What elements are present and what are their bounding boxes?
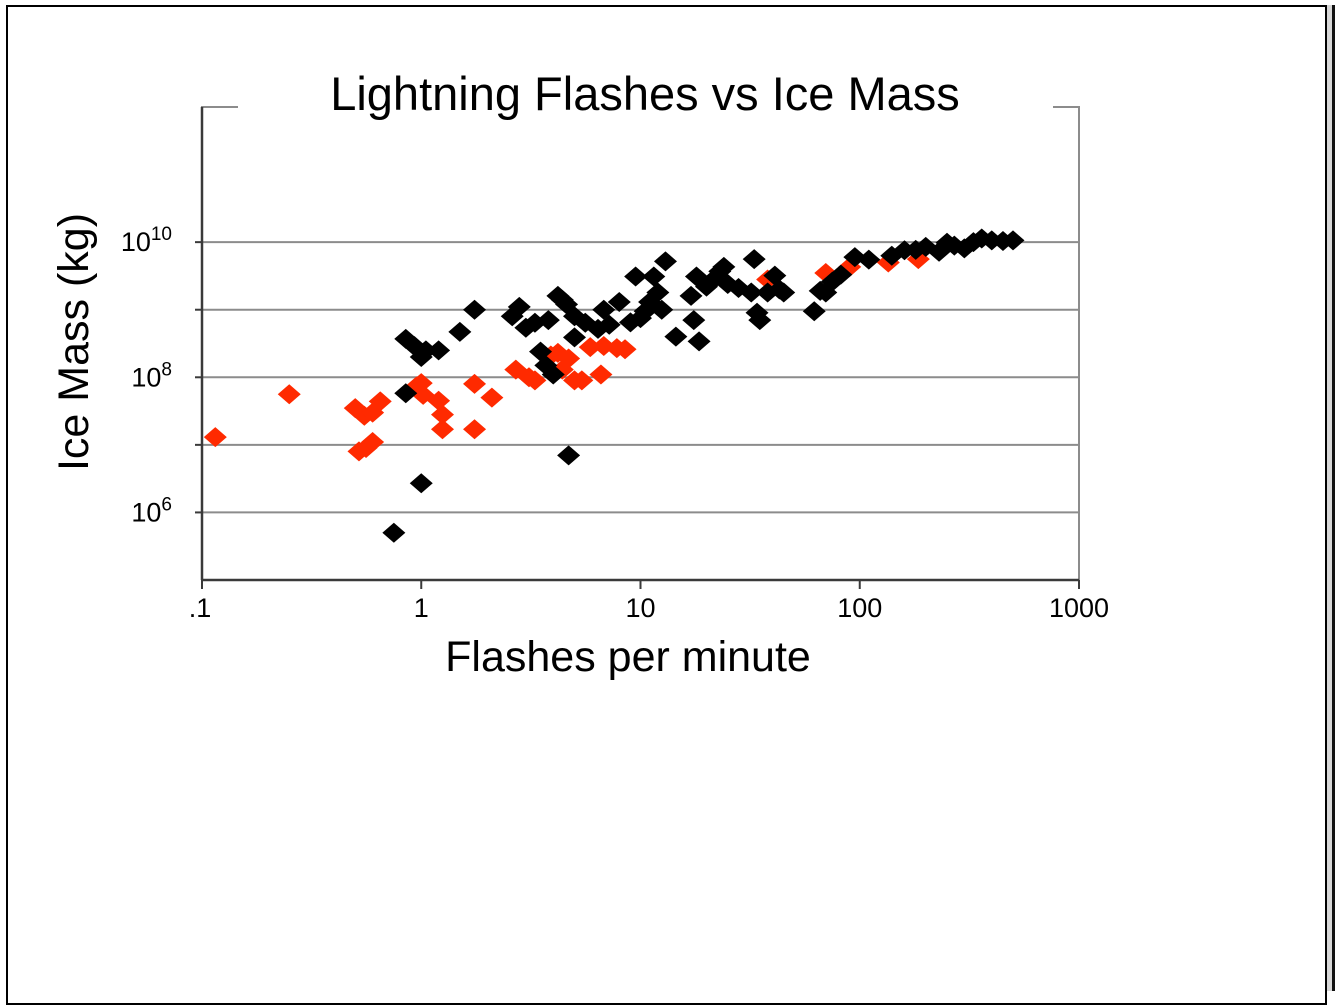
black-data-point: [557, 445, 581, 466]
red-data-point: [557, 348, 581, 369]
x-tick-label: 100: [837, 593, 882, 623]
y-tick-label: 108: [131, 359, 172, 392]
black-data-point: [448, 321, 472, 342]
red-data-point: [409, 373, 433, 394]
black-data-point: [427, 340, 451, 361]
black-data-point: [624, 266, 648, 287]
black-data-point: [592, 299, 616, 320]
black-data-point: [772, 282, 796, 303]
red-data-point: [589, 364, 613, 385]
black-data-point: [597, 314, 621, 335]
y-tick-label: 1010: [121, 224, 172, 257]
plot-area-frame: [201, 106, 1080, 581]
black-data-point: [712, 256, 736, 277]
black-data-point: [541, 364, 565, 385]
black-data-point: [664, 326, 688, 347]
black-data-point: [507, 296, 531, 317]
red-data-point: [427, 390, 451, 411]
black-data-point: [646, 282, 670, 303]
black-data-point: [650, 299, 674, 320]
black-data-point: [857, 249, 881, 270]
black-data-point: [394, 383, 418, 404]
red-data-point: [430, 419, 454, 440]
black-data-point: [739, 282, 763, 303]
red-data-point: [361, 432, 385, 453]
red-data-point: [463, 373, 487, 394]
black-data-point: [679, 285, 703, 306]
black-data-point: [742, 249, 766, 270]
red-data-point: [430, 404, 454, 425]
x-tick-labels: .1 1 10 100 1000: [189, 593, 1109, 623]
red-data-point: [203, 427, 227, 448]
slide-edge-border: [1332, 5, 1335, 991]
black-data-point: [409, 473, 433, 494]
black-data-point: [414, 340, 438, 361]
black-data-point: [607, 292, 631, 313]
gridlines: [202, 241, 1079, 514]
x-tick-label: 10: [625, 593, 655, 623]
red-data-point: [570, 370, 594, 391]
red-data-point: [277, 384, 301, 405]
black-data-point: [463, 299, 487, 320]
chart-title: Lightning Flashes vs Ice Mass: [330, 67, 960, 120]
black-data-point: [642, 266, 666, 287]
slide-edge-shadow: [1327, 5, 1332, 991]
black-data-point: [829, 264, 853, 285]
black-data-point: [687, 331, 711, 352]
x-tick-label: .1: [189, 593, 212, 623]
data-points: [203, 228, 1025, 543]
y-axis-label: Ice Mass (kg): [50, 213, 98, 471]
slide-frame: [6, 5, 1327, 1005]
x-tick-label: 1000: [1049, 593, 1109, 623]
red-data-point: [463, 419, 487, 440]
x-tick-label: 1: [414, 593, 429, 623]
y-tick-labels: 106 108 1010: [121, 224, 172, 527]
x-axis-label: Flashes per minute: [445, 633, 811, 681]
black-data-point: [682, 310, 706, 331]
red-data-point: [480, 387, 504, 408]
title-backdrop: [238, 58, 1053, 124]
black-data-point: [748, 310, 772, 331]
red-data-point: [368, 391, 392, 412]
black-data-point: [802, 301, 826, 322]
black-data-point: [382, 522, 406, 543]
black-data-point: [1001, 230, 1025, 251]
red-data-point: [578, 337, 602, 358]
black-data-point: [653, 251, 677, 272]
red-data-point: [613, 339, 637, 360]
y-tick-label: 106: [131, 494, 172, 527]
black-data-point: [536, 310, 560, 331]
black-data-point: [562, 327, 586, 348]
red-data-point: [523, 370, 547, 391]
axes: [195, 107, 1080, 589]
